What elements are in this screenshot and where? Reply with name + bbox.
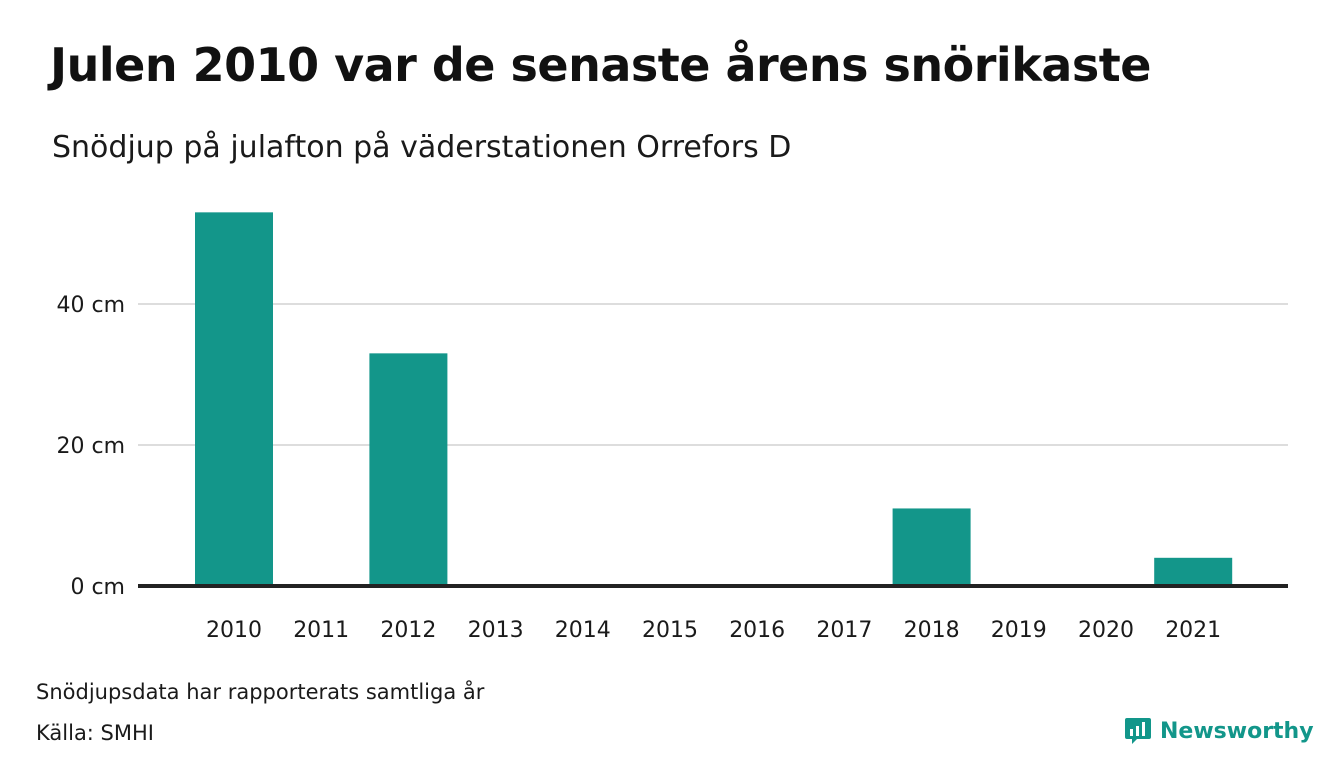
bar [195, 212, 273, 586]
x-tick-label: 2013 [468, 618, 524, 643]
bar [1154, 557, 1233, 586]
y-tick-label: 20 cm [56, 434, 125, 459]
x-tick-label: 2017 [816, 618, 872, 643]
chart-title: Julen 2010 var de senaste årens snörikas… [50, 38, 1151, 92]
x-tick-label: 2011 [293, 618, 349, 643]
brand-name: Newsworthy [1160, 718, 1314, 744]
gridlines [138, 303, 1288, 446]
footnote: Snödjupsdata har rapporterats samtliga å… [36, 680, 485, 704]
x-tick-label: 2014 [555, 618, 611, 643]
x-tick-label: 2010 [206, 618, 262, 643]
y-tick-label: 0 cm [70, 575, 125, 600]
x-tick-label: 2016 [729, 618, 785, 643]
bar-chart: 0 cm 20 cm 40 cm 2010 2011 2012 2013 2014 2015 20… [56, 212, 1288, 643]
x-tick-label: 2020 [1078, 618, 1134, 643]
x-tick-label: 2015 [642, 618, 698, 643]
bar [892, 508, 971, 586]
newsworthy-logo-icon [1125, 718, 1151, 744]
x-tick-label: 2018 [904, 618, 960, 643]
axes: 0 cm 20 cm 40 cm 2010 2011 2012 2013 2014 2015 20… [56, 293, 1288, 643]
brand-logo: Newsworthy [1124, 716, 1314, 746]
x-tick-label: 2021 [1165, 618, 1221, 643]
x-tick-label: 2019 [991, 618, 1047, 643]
x-tick-label: 2012 [380, 618, 436, 643]
bar [369, 353, 448, 586]
bars [195, 212, 1233, 586]
y-tick-label: 40 cm [56, 293, 125, 318]
chart-subtitle: Snödjup på julafton på väderstationen Or… [52, 130, 792, 165]
source-credit: Källa: SMHI [36, 721, 154, 745]
